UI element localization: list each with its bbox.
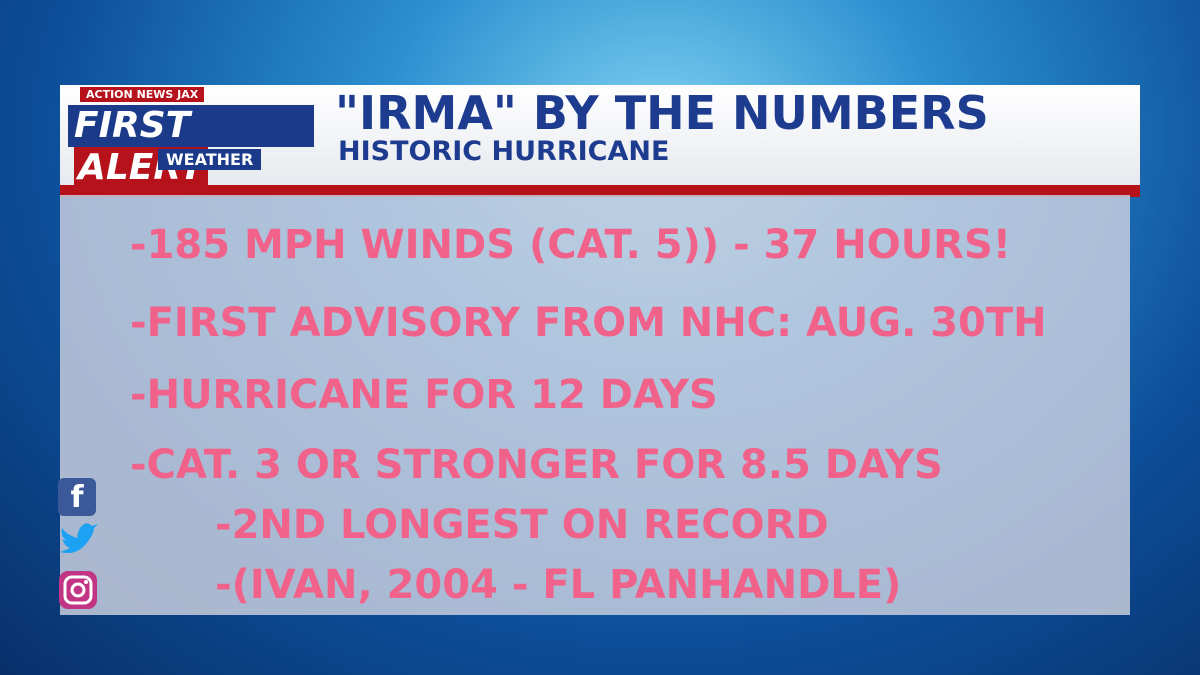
instagram-icon[interactable] xyxy=(58,570,98,610)
list-item: -185 MPH WINDS (CAT. 5)) - 37 HOURS! xyxy=(130,222,1012,268)
logo-bottom: WEATHER xyxy=(158,149,262,170)
logo: ACTION NEWS JAX FIRST ALERT WEATHER xyxy=(68,85,318,188)
logo-left: FIRST xyxy=(74,105,191,146)
list-item: -2ND LONGEST ON RECORD xyxy=(215,502,829,548)
twitter-icon[interactable] xyxy=(56,522,100,562)
list-item: -HURRICANE FOR 12 DAYS xyxy=(130,372,718,418)
panel xyxy=(60,195,1130,615)
subtitle: HISTORIC HURRICANE xyxy=(338,136,670,167)
list-item: -(IVAN, 2004 - FL PANHANDLE) xyxy=(215,562,902,608)
logo-top: ACTION NEWS JAX xyxy=(80,87,205,102)
title: "IRMA" BY THE NUMBERS xyxy=(335,86,989,140)
logo-main: FIRST ALERT xyxy=(68,105,314,188)
list-item: -CAT. 3 OR STRONGER FOR 8.5 DAYS xyxy=(130,442,943,488)
list-item: -FIRST ADVISORY FROM NHC: AUG. 30TH xyxy=(130,300,1047,346)
facebook-icon[interactable]: f xyxy=(58,478,96,516)
